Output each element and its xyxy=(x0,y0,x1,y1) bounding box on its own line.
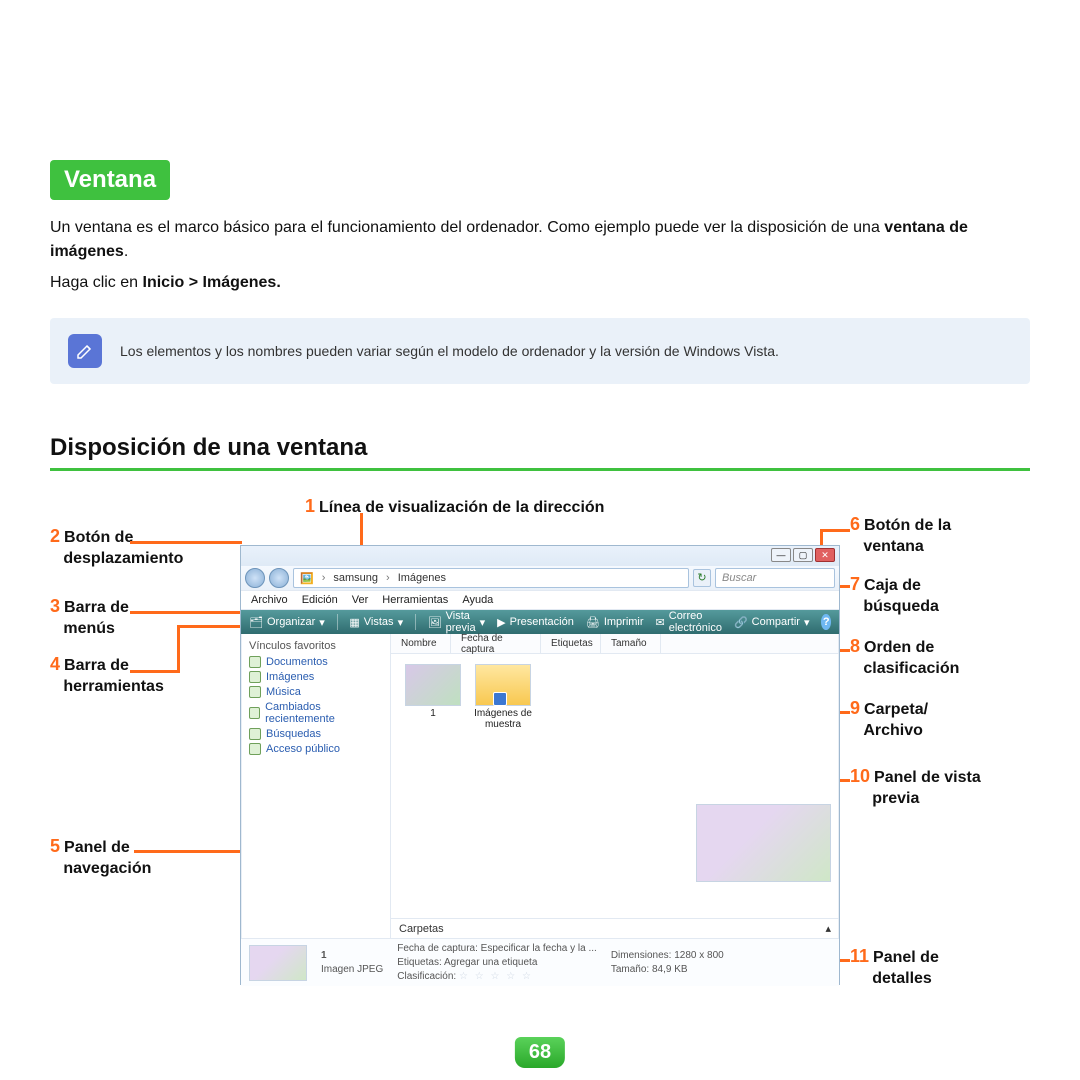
details-pane: 1 Imagen JPEG Fecha de captura: Especifi… xyxy=(241,938,839,986)
note-text: Los elementos y los nombres pueden varia… xyxy=(120,343,779,359)
details-thumb xyxy=(249,945,307,981)
callout-4: 4Barra de herramientas xyxy=(50,653,164,698)
sort-col[interactable]: Nombre xyxy=(391,634,451,653)
close-button[interactable]: ✕ xyxy=(815,548,835,562)
nav-item[interactable]: Música xyxy=(249,686,382,698)
callout-10: 10Panel de vista previa xyxy=(850,765,981,810)
callout-8: 8Orden de clasificación xyxy=(850,635,959,680)
explorer-window: — ▢ ✕ 🖼️ samsung Imágenes ↻ Buscar Archi… xyxy=(240,545,840,985)
minimize-button[interactable]: — xyxy=(771,548,791,562)
help-button[interactable]: ? xyxy=(821,614,831,630)
pencil-icon xyxy=(68,334,102,368)
shortcut-icon xyxy=(493,692,507,706)
title-bar: — ▢ ✕ xyxy=(241,546,839,566)
folders-bar[interactable]: Carpetas▴ xyxy=(391,918,839,938)
nav-item[interactable]: Imágenes xyxy=(249,671,382,683)
intro2-bold: Inicio > Imágenes. xyxy=(143,274,281,291)
callout-3: 3Barra de menús xyxy=(50,595,129,640)
menu-item[interactable]: Herramientas xyxy=(382,594,448,606)
callout-7: 7Caja de búsqueda xyxy=(850,573,939,618)
address-row: 🖼️ samsung Imágenes ↻ Buscar xyxy=(241,566,839,590)
intro-line2: Haga clic en Inicio > Imágenes. xyxy=(50,274,1030,292)
search-placeholder: Buscar xyxy=(722,572,756,584)
sort-col[interactable]: Fecha de captura xyxy=(451,634,541,653)
details-col: Dimensiones: 1280 x 800 Tamaño: 84,9 KB xyxy=(611,949,724,977)
toolbar: 🗂 Organizar ▾ ▦ Vistas ▾ 🖼 Vista previa … xyxy=(241,610,839,634)
nav-item[interactable]: Documentos xyxy=(249,656,382,668)
nav-item[interactable]: Cambiados recientemente xyxy=(249,701,382,725)
search-input[interactable]: Buscar xyxy=(715,568,835,588)
file-thumb[interactable]: 1 xyxy=(403,664,463,719)
details-col: Fecha de captura: Especificar la fecha y… xyxy=(397,942,597,984)
menu-item[interactable]: Ver xyxy=(352,594,369,606)
details-col: 1 Imagen JPEG xyxy=(321,949,383,977)
subsection-title: Disposición de una ventana xyxy=(50,434,1030,471)
diagram: 2Botón de desplazamiento 3Barra de menús… xyxy=(50,495,1030,1025)
callout-11: 11Panel de detalles xyxy=(850,945,939,990)
refresh-button[interactable]: ↻ xyxy=(693,569,711,587)
sort-header: Nombre Fecha de captura Etiquetas Tamaño xyxy=(391,634,839,654)
folder-thumb[interactable]: Imágenes de muestra xyxy=(473,664,533,730)
toolbar-item[interactable]: ✉ Correo electrónico xyxy=(656,610,722,634)
menu-item[interactable]: Ayuda xyxy=(462,594,493,606)
intro-paragraph: Un ventana es el marco básico para el fu… xyxy=(50,216,1030,264)
intro-period: . xyxy=(124,243,128,260)
toolbar-item[interactable]: 🖼 Vista previa ▾ xyxy=(428,610,485,634)
section-badge: Ventana xyxy=(50,160,170,200)
toolbar-item[interactable]: ▶ Presentación xyxy=(497,616,574,629)
preview-pane xyxy=(696,804,831,882)
toolbar-item[interactable]: ▦ Vistas ▾ xyxy=(349,616,403,629)
back-button[interactable] xyxy=(245,568,265,588)
maximize-button[interactable]: ▢ xyxy=(793,548,813,562)
intro-text: Un ventana es el marco básico para el fu… xyxy=(50,219,884,236)
nav-item[interactable]: Búsquedas xyxy=(249,728,382,740)
menu-bar: Archivo Edición Ver Herramientas Ayuda xyxy=(241,590,839,610)
toolbar-item[interactable]: 🖨 Imprimir xyxy=(586,616,644,629)
thumb-label: 1 xyxy=(403,708,463,719)
navigation-pane: Vínculos favoritos Documentos Imágenes M… xyxy=(241,634,391,938)
folder-icon: 🖼️ xyxy=(300,572,314,585)
intro2-text: Haga clic en xyxy=(50,274,143,291)
callout-5: 5Panel de navegación xyxy=(50,835,151,880)
toolbar-item[interactable]: 🗂 Organizar ▾ xyxy=(249,616,325,629)
menu-item[interactable]: Archivo xyxy=(251,594,288,606)
note-box: Los elementos y los nombres pueden varia… xyxy=(50,318,1030,384)
callout-1: 1Línea de visualización de la dirección xyxy=(305,495,604,519)
menu-item[interactable]: Edición xyxy=(302,594,338,606)
content-area: Nombre Fecha de captura Etiquetas Tamaño… xyxy=(391,634,839,938)
forward-button[interactable] xyxy=(269,568,289,588)
sort-col[interactable]: Etiquetas xyxy=(541,634,601,653)
chevron-up-icon: ▴ xyxy=(825,922,831,935)
address-bar[interactable]: 🖼️ samsung Imágenes xyxy=(293,568,689,588)
toolbar-item[interactable]: 🔗 Compartir ▾ xyxy=(734,616,810,629)
page-number: 68 xyxy=(515,1037,565,1068)
callout-2: 2Botón de desplazamiento xyxy=(50,525,183,570)
callout-6: 6Botón de la ventana xyxy=(850,513,951,558)
file-list: 1 Imágenes de muestra xyxy=(391,654,839,918)
nav-item[interactable]: Acceso público xyxy=(249,743,382,755)
sort-col[interactable]: Tamaño xyxy=(601,634,661,653)
thumb-label: Imágenes de muestra xyxy=(473,708,533,730)
sort-col-blank xyxy=(661,634,839,653)
window-buttons: — ▢ ✕ xyxy=(771,548,835,562)
callout-9: 9Carpeta/ Archivo xyxy=(850,697,928,742)
breadcrumb-seg[interactable]: Imágenes xyxy=(398,572,446,584)
breadcrumb-seg[interactable]: samsung xyxy=(333,572,378,584)
nav-header: Vínculos favoritos xyxy=(249,640,382,652)
